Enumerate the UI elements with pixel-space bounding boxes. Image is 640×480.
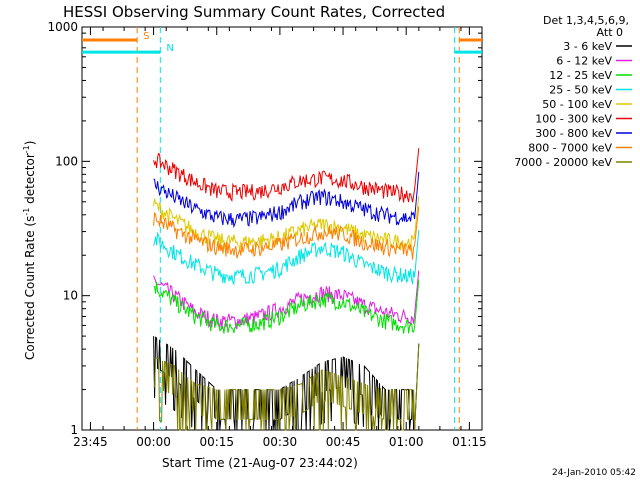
- series-line: [153, 279, 420, 334]
- x-tick-label: 01:15: [452, 435, 487, 449]
- y-axis-ticks: 1 10 100 1000: [47, 20, 482, 437]
- y-label-sup1: -1: [22, 208, 31, 216]
- y-label-end: ): [23, 141, 37, 146]
- series-line: [153, 229, 420, 286]
- legend-label: 300 - 800 keV: [535, 127, 612, 140]
- marker-label: S: [143, 31, 149, 42]
- legend-label: 3 - 6 keV: [563, 40, 612, 53]
- legend-label: 50 - 100 keV: [542, 98, 612, 111]
- legend-label: 800 - 7000 keV: [528, 142, 612, 155]
- attenuator-markers: SN: [82, 27, 482, 430]
- legend-label: 12 - 25 keV: [549, 69, 612, 82]
- y-label-sup2: -1: [22, 145, 31, 153]
- series-line: [153, 343, 420, 431]
- marker-label: N: [166, 43, 173, 54]
- x-tick-label: 00:00: [136, 435, 171, 449]
- y-tick-label: 1000: [47, 20, 78, 34]
- chart-title: HESSI Observing Summary Count Rates, Cor…: [63, 3, 445, 21]
- legend-label: 100 - 300 keV: [535, 113, 612, 126]
- y-tick-label: 100: [55, 154, 78, 168]
- series-line: [153, 171, 420, 229]
- y-label-main: Corrected Count Rate (s: [23, 216, 37, 360]
- legend-label: 7000 - 20000 keV: [514, 156, 612, 169]
- timestamp: 24-Jan-2010 05:42: [552, 468, 636, 478]
- y-label-mid: detector: [23, 153, 37, 208]
- legend-header-2: Att 0: [597, 26, 623, 39]
- x-axis-label: Start Time (21-Aug-07 23:44:02): [162, 456, 358, 470]
- series-lines: [153, 148, 420, 431]
- y-axis-label: Corrected Count Rate (s-1 detector-1): [22, 141, 37, 360]
- y-tick-label: 10: [63, 289, 78, 303]
- x-tick-label: 00:15: [199, 435, 234, 449]
- x-axis-ticks: 23:45 00:00 00:15 00:30 00:45 01:00 01:15: [73, 27, 487, 449]
- series-line: [153, 270, 420, 330]
- legend-label: 25 - 50 keV: [549, 84, 612, 97]
- legend-label: 6 - 12 keV: [556, 55, 612, 68]
- legend-header-1: Det 1,3,4,5,6,9,: [543, 14, 629, 27]
- x-tick-label: 23:45: [73, 435, 108, 449]
- x-tick-label: 00:30: [263, 435, 298, 449]
- series-line: [153, 206, 420, 260]
- x-tick-label: 01:00: [389, 435, 424, 449]
- plot-frame: [81, 26, 483, 431]
- y-tick-label: 1: [70, 423, 78, 437]
- x-tick-label: 00:45: [326, 435, 361, 449]
- series-line: [153, 148, 420, 203]
